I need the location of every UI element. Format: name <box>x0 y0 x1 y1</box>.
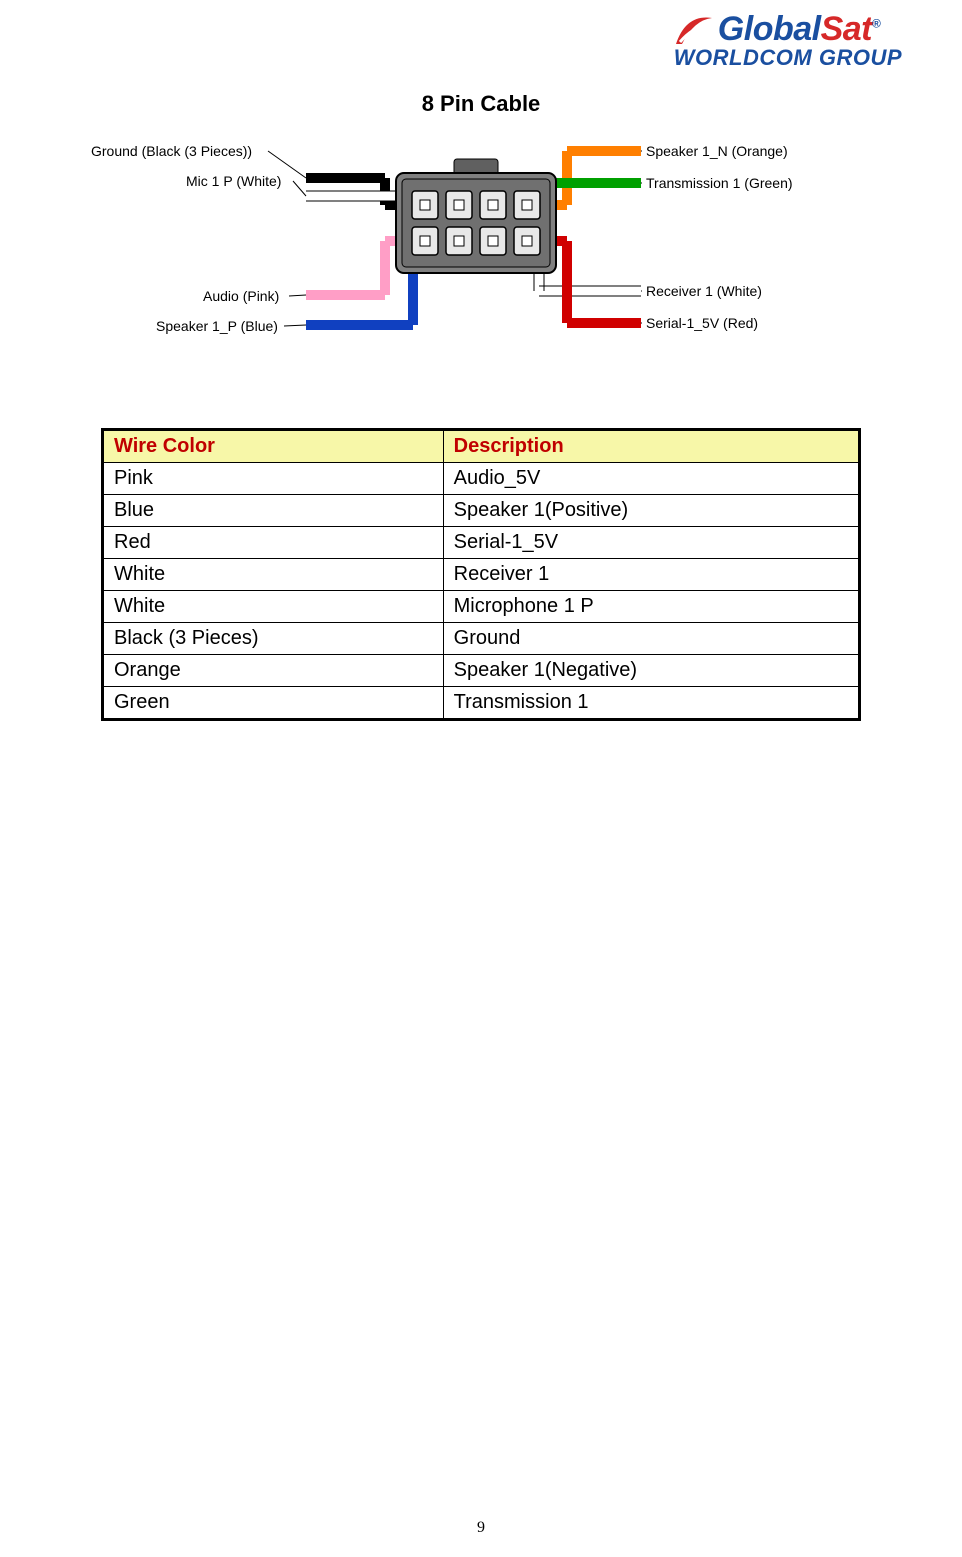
table-row: OrangeSpeaker 1(Negative) <box>103 655 860 687</box>
wire-label: Speaker 1_N (Orange) <box>646 143 788 159</box>
logo-subtitle: WORLDCOM GROUP <box>674 45 902 71</box>
table-cell: Green <box>103 687 444 720</box>
table-cell: Orange <box>103 655 444 687</box>
wire-label: Serial-1_5V (Red) <box>646 315 758 331</box>
wire-label: Transmission 1 (Green) <box>646 175 793 191</box>
table-header: Wire Color <box>103 430 444 463</box>
table-cell: Serial-1_5V <box>443 527 859 559</box>
table-cell: Speaker 1(Negative) <box>443 655 859 687</box>
table-cell: White <box>103 591 444 623</box>
table-cell: Pink <box>103 463 444 495</box>
page-title: 8 Pin Cable <box>60 91 902 117</box>
table-cell: Microphone 1 P <box>443 591 859 623</box>
wire-label: Ground (Black (3 Pieces)) <box>91 143 252 159</box>
page-number: 9 <box>0 1519 962 1537</box>
wire-table: Wire ColorDescription PinkAudio_5VBlueSp… <box>101 428 861 721</box>
table-row: GreenTransmission 1 <box>103 687 860 720</box>
wire-label: Receiver 1 (White) <box>646 283 762 299</box>
table-row: PinkAudio_5V <box>103 463 860 495</box>
logo-text-global: Global <box>718 10 821 48</box>
table-cell: Speaker 1(Positive) <box>443 495 859 527</box>
table-row: RedSerial-1_5V <box>103 527 860 559</box>
table-row: BlueSpeaker 1(Positive) <box>103 495 860 527</box>
wire-label: Mic 1 P (White) <box>186 173 281 189</box>
table-cell: White <box>103 559 444 591</box>
table-header: Description <box>443 430 859 463</box>
wiring-diagram: Ground (Black (3 Pieces)) Mic 1 P (White)… <box>91 133 871 358</box>
logo-registered-icon: ® <box>872 17 880 31</box>
logo-swoosh-icon <box>674 14 714 48</box>
table-cell: Ground <box>443 623 859 655</box>
wire-label: Speaker 1_P (Blue) <box>156 318 278 334</box>
wire-label: Audio (Pink) <box>203 288 279 304</box>
table-row: Black (3 Pieces)Ground <box>103 623 860 655</box>
table-cell: Black (3 Pieces) <box>103 623 444 655</box>
table-cell: Receiver 1 <box>443 559 859 591</box>
table-row: WhiteReceiver 1 <box>103 559 860 591</box>
table-cell: Audio_5V <box>443 463 859 495</box>
table-cell: Transmission 1 <box>443 687 859 720</box>
logo-text-sat: Sat <box>821 10 872 48</box>
header-logo: GlobalSat® WORLDCOM GROUP <box>60 10 902 71</box>
table-cell: Red <box>103 527 444 559</box>
table-cell: Blue <box>103 495 444 527</box>
table-row: WhiteMicrophone 1 P <box>103 591 860 623</box>
